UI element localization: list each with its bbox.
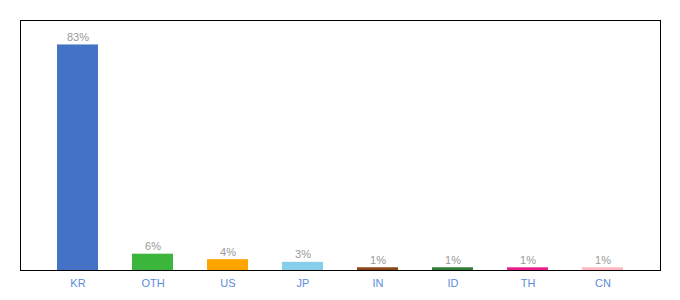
svg-text:IN: IN <box>373 277 384 289</box>
svg-text:CN: CN <box>595 277 611 289</box>
svg-text:JP: JP <box>297 277 310 289</box>
svg-text:TH: TH <box>521 277 536 289</box>
svg-text:1%: 1% <box>370 254 386 266</box>
svg-text:4%: 4% <box>220 246 236 258</box>
svg-text:83%: 83% <box>67 31 89 43</box>
svg-text:ID: ID <box>448 277 459 289</box>
svg-text:6%: 6% <box>145 240 161 252</box>
svg-text:3%: 3% <box>295 248 311 260</box>
svg-text:OTH: OTH <box>141 277 164 289</box>
svg-text:1%: 1% <box>445 254 461 266</box>
svg-text:US: US <box>220 277 235 289</box>
svg-text:1%: 1% <box>595 254 611 266</box>
svg-text:KR: KR <box>70 277 85 289</box>
svg-text:1%: 1% <box>520 254 536 266</box>
